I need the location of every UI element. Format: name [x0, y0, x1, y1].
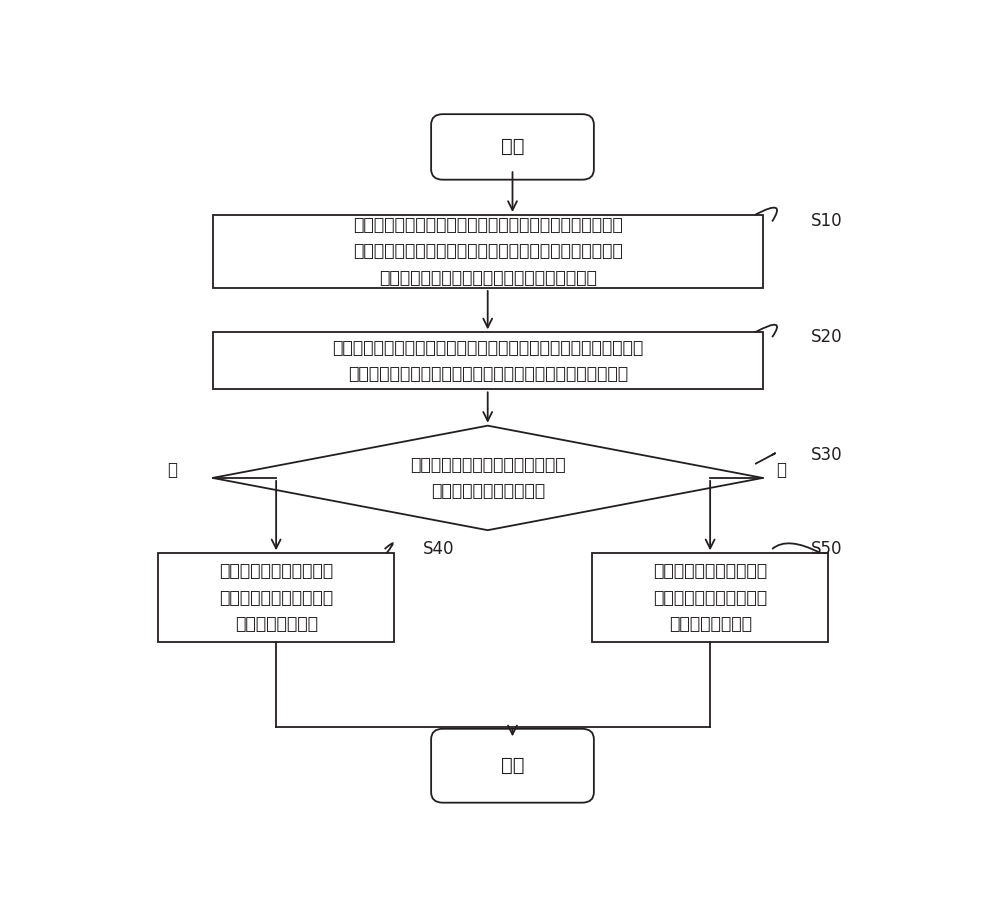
FancyBboxPatch shape [213, 214, 763, 288]
Text: S30: S30 [811, 446, 842, 464]
Text: S20: S20 [811, 329, 842, 347]
Polygon shape [213, 425, 763, 530]
Text: S40: S40 [423, 540, 455, 558]
Text: 结束: 结束 [501, 757, 524, 776]
FancyBboxPatch shape [158, 553, 394, 643]
FancyBboxPatch shape [431, 114, 594, 180]
Text: 所述控制器控制所述微型
马达增大转角使所述手指
骨架转动幅度增大: 所述控制器控制所述微型 马达增大转角使所述手指 骨架转动幅度增大 [219, 562, 333, 634]
FancyBboxPatch shape [431, 729, 594, 803]
Text: 是: 是 [776, 461, 786, 479]
Text: 开始: 开始 [501, 138, 524, 157]
Text: 判断第一电流值和第二电流值是否
均达到预设的电流阈值？: 判断第一电流值和第二电流值是否 均达到预设的电流阈值？ [410, 456, 566, 500]
Text: 否: 否 [168, 461, 178, 479]
Text: S50: S50 [811, 540, 842, 558]
FancyBboxPatch shape [213, 332, 763, 389]
Text: 当硅胶套与被检测者的皮肤相接触时，所述第一测电阻电极
检测所述导电海绵一端的第一电阻值，并将所述第一电阻值
相对应的第一电流值通过第一电线传输至控制器: 当硅胶套与被检测者的皮肤相接触时，所述第一测电阻电极 检测所述导电海绵一端的第一… [353, 216, 623, 287]
Text: 所述控制器控制所述微型
马达减弱转角使所述手指
骨架转动幅度降低: 所述控制器控制所述微型 马达减弱转角使所述手指 骨架转动幅度降低 [653, 562, 767, 634]
Text: 所述第二测电阻电极检测所述导电海绵另外一端的第二电阻值，将所
述第二电阻值相对应的第二电流值通过第二电线传输至控制器: 所述第二测电阻电极检测所述导电海绵另外一端的第二电阻值，将所 述第二电阻值相对应… [332, 338, 643, 383]
Text: S10: S10 [811, 213, 842, 231]
FancyBboxPatch shape [592, 553, 828, 643]
